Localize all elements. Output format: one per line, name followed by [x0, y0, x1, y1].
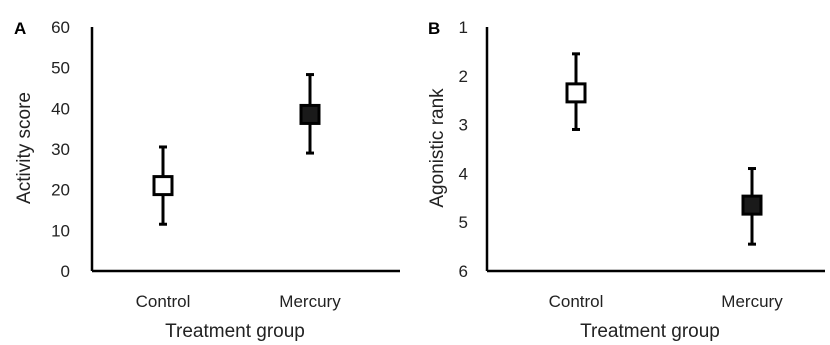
y-tick-label: 4 [459, 164, 468, 183]
y-tick-label: 0 [61, 262, 70, 281]
x-axis-title-b: Treatment group [580, 321, 720, 342]
y-tick-label: 30 [51, 140, 70, 159]
data-point-control [152, 175, 174, 197]
data-point-control [565, 82, 587, 104]
y-axis-title-b: Agonistic rank [427, 88, 448, 208]
y-tick-label: 5 [459, 213, 468, 232]
panel-label-b: B [428, 19, 440, 38]
data-point-mercury [741, 194, 763, 216]
y-tick-label: 40 [51, 99, 70, 118]
plot-area-a: 0 10 20 30 40 50 60 Control Mercury [51, 18, 400, 311]
data-point-mercury [299, 103, 321, 125]
y-axis-title-a: Activity score [14, 92, 35, 204]
y-tick-label: 50 [51, 59, 70, 78]
y-tick-label: 60 [51, 18, 70, 37]
x-category-label: Control [136, 292, 191, 311]
y-tick-label: 10 [51, 221, 70, 240]
panel-b: B Agonistic rank Treatment group 1 2 3 4 5 6 C… [427, 18, 825, 342]
y-tick-label: 6 [459, 262, 468, 281]
x-axis-title-a: Treatment group [165, 321, 305, 342]
x-category-label: Mercury [279, 292, 341, 311]
y-tick-label: 2 [459, 67, 468, 86]
x-category-label: Control [549, 292, 604, 311]
y-tick-label: 1 [459, 18, 468, 37]
panel-label-a: A [14, 19, 26, 38]
panel-a: A Activity score Treatment group 0 10 20 30… [14, 18, 400, 342]
x-category-label: Mercury [721, 292, 783, 311]
y-tick-label: 20 [51, 181, 70, 200]
plot-area-b: 1 2 3 4 5 6 Control Mercury [459, 18, 825, 311]
y-tick-label: 3 [459, 116, 468, 135]
